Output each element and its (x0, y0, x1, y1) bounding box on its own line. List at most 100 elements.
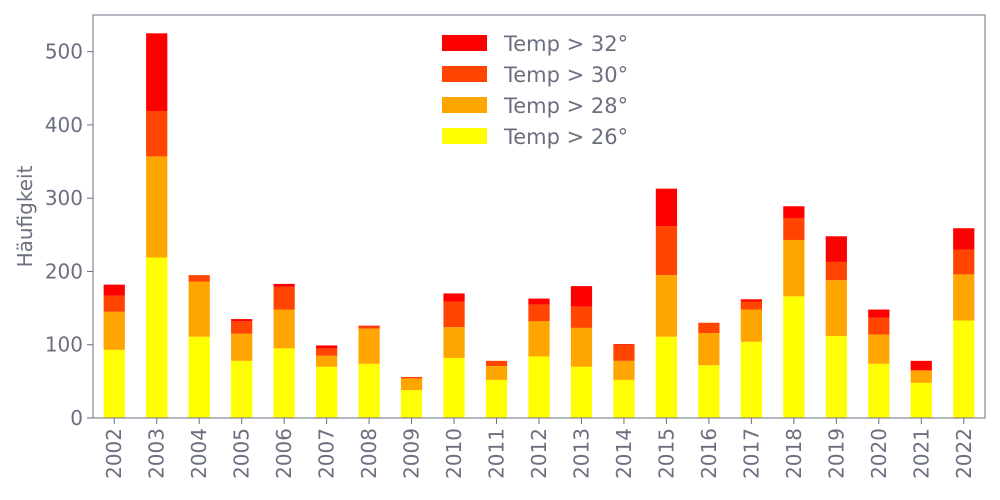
bar-segment-2020-series-1 (868, 334, 890, 364)
bar-segment-2008-series-2 (358, 326, 380, 329)
bar-segment-2011-series-1 (485, 365, 508, 380)
x-tick-label: 2017 (739, 428, 763, 479)
bar-segment-2007-series-0 (316, 366, 338, 418)
bar-segment-2002-series-1 (103, 311, 125, 350)
bar-segment-2013-series-2 (570, 306, 593, 328)
x-tick-label: 2016 (697, 428, 721, 479)
y-tick-label: 200 (45, 259, 83, 283)
bar-segment-2008-series-3 (358, 325, 380, 327)
bar-segment-2008-series-1 (358, 328, 380, 364)
bar-segment-2009-series-0 (400, 390, 423, 418)
bar-segment-2012-series-1 (528, 321, 550, 357)
legend-swatch (442, 128, 487, 144)
bar-segment-2018-series-0 (783, 296, 805, 418)
bar-segment-2020-series-2 (868, 317, 890, 335)
bar-segment-2009-series-2 (400, 376, 423, 379)
bar-segment-2013-series-1 (570, 327, 593, 367)
bar-segment-2004-series-0 (188, 336, 210, 418)
legend-label: Temp > 28° (503, 94, 628, 118)
bar-segment-2007-series-1 (316, 355, 338, 367)
x-axis: 2002 2003 2004 2005 2006 2007 2008 2009 2010 2011… (102, 418, 976, 479)
x-tick-label: 2005 (230, 428, 254, 479)
bar-segment-2011-series-0 (485, 379, 508, 418)
x-tick-label: 2003 (145, 428, 169, 479)
bar-segment-2003-series-0 (146, 257, 168, 418)
bar-segment-2002-series-2 (103, 295, 125, 312)
x-tick-label: 2020 (867, 428, 891, 479)
legend-label: Temp > 26° (503, 125, 628, 149)
bar-segment-2005-series-0 (231, 360, 253, 418)
bar-segment-2022-series-2 (953, 249, 975, 275)
x-tick-label: 2004 (187, 428, 211, 479)
bars-layer (103, 33, 975, 418)
bar-segment-2015-series-3 (655, 188, 678, 227)
x-tick-label: 2022 (952, 428, 976, 479)
bar-segment-2006-series-0 (273, 348, 295, 418)
y-tick-label: 500 (45, 40, 83, 64)
bar-segment-2013-series-0 (570, 366, 593, 418)
bar-segment-2015-series-0 (655, 336, 678, 418)
bar-segment-2022-series-3 (953, 228, 975, 250)
x-tick-label: 2014 (612, 428, 636, 479)
bar-segment-2012-series-2 (528, 304, 550, 322)
x-tick-label: 2012 (527, 428, 551, 479)
x-tick-label: 2011 (485, 428, 509, 479)
x-tick-label: 2013 (569, 428, 593, 479)
x-tick-label: 2008 (357, 428, 381, 479)
bar-segment-2003-series-3 (146, 33, 168, 111)
bar-segment-2019-series-0 (825, 335, 847, 418)
bar-segment-2016-series-1 (698, 333, 720, 366)
bar-segment-2017-series-0 (740, 341, 762, 418)
x-tick-label: 2019 (824, 428, 848, 479)
bar-segment-2019-series-3 (825, 236, 847, 262)
bar-segment-2007-series-3 (316, 345, 338, 349)
bar-segment-2014-series-2 (613, 344, 635, 361)
bar-segment-2010-series-1 (443, 327, 465, 358)
bar-segment-2003-series-2 (146, 110, 168, 157)
x-tick-label: 2007 (315, 428, 339, 479)
legend-label: Temp > 32° (503, 32, 628, 56)
bar-segment-2018-series-2 (783, 217, 805, 240)
bar-segment-2005-series-2 (231, 321, 253, 334)
bar-segment-2014-series-3 (613, 343, 635, 345)
legend-label: Temp > 30° (503, 63, 628, 87)
bar-segment-2002-series-3 (103, 284, 125, 296)
bar-segment-2005-series-1 (231, 333, 253, 361)
bar-segment-2011-series-2 (485, 360, 508, 366)
bar-segment-2019-series-2 (825, 261, 847, 281)
bar-segment-2006-series-2 (273, 286, 295, 310)
bar-segment-2016-series-0 (698, 365, 720, 418)
bar-segment-2015-series-2 (655, 226, 678, 276)
y-axis: 0 100 200 300 400 500 (45, 40, 93, 430)
bar-segment-2003-series-1 (146, 156, 168, 258)
legend-swatch (442, 66, 487, 82)
legend-swatch (442, 97, 487, 113)
bar-segment-2010-series-2 (443, 301, 465, 328)
legend: Temp > 32° Temp > 30° Temp > 28° Temp > 26° (442, 32, 628, 149)
x-tick-label: 2010 (442, 428, 466, 479)
bar-segment-2018-series-3 (783, 206, 805, 218)
bar-segment-2009-series-1 (400, 378, 423, 391)
x-tick-label: 2015 (654, 428, 678, 479)
bar-segment-2017-series-2 (740, 301, 762, 310)
x-tick-label: 2002 (102, 428, 126, 479)
bar-segment-2005-series-3 (231, 319, 253, 322)
x-tick-label: 2009 (400, 428, 424, 479)
bar-segment-2021-series-3 (910, 360, 932, 371)
bar-segment-2018-series-1 (783, 239, 805, 297)
bar-segment-2004-series-2 (188, 275, 210, 282)
x-tick-label: 2006 (272, 428, 296, 479)
y-tick-label: 300 (45, 186, 83, 210)
bar-segment-2012-series-0 (528, 356, 550, 418)
bar-segment-2019-series-1 (825, 280, 847, 336)
bar-segment-2012-series-3 (528, 298, 550, 305)
bar-segment-2022-series-1 (953, 274, 975, 321)
bar-segment-2014-series-1 (613, 360, 635, 380)
bar-segment-2006-series-3 (273, 283, 295, 287)
bar-segment-2010-series-0 (443, 357, 465, 418)
bar-segment-2021-series-0 (910, 382, 932, 418)
bar-segment-2002-series-0 (103, 349, 125, 418)
bar-segment-2014-series-0 (613, 379, 635, 418)
bar-segment-2013-series-3 (570, 286, 593, 307)
